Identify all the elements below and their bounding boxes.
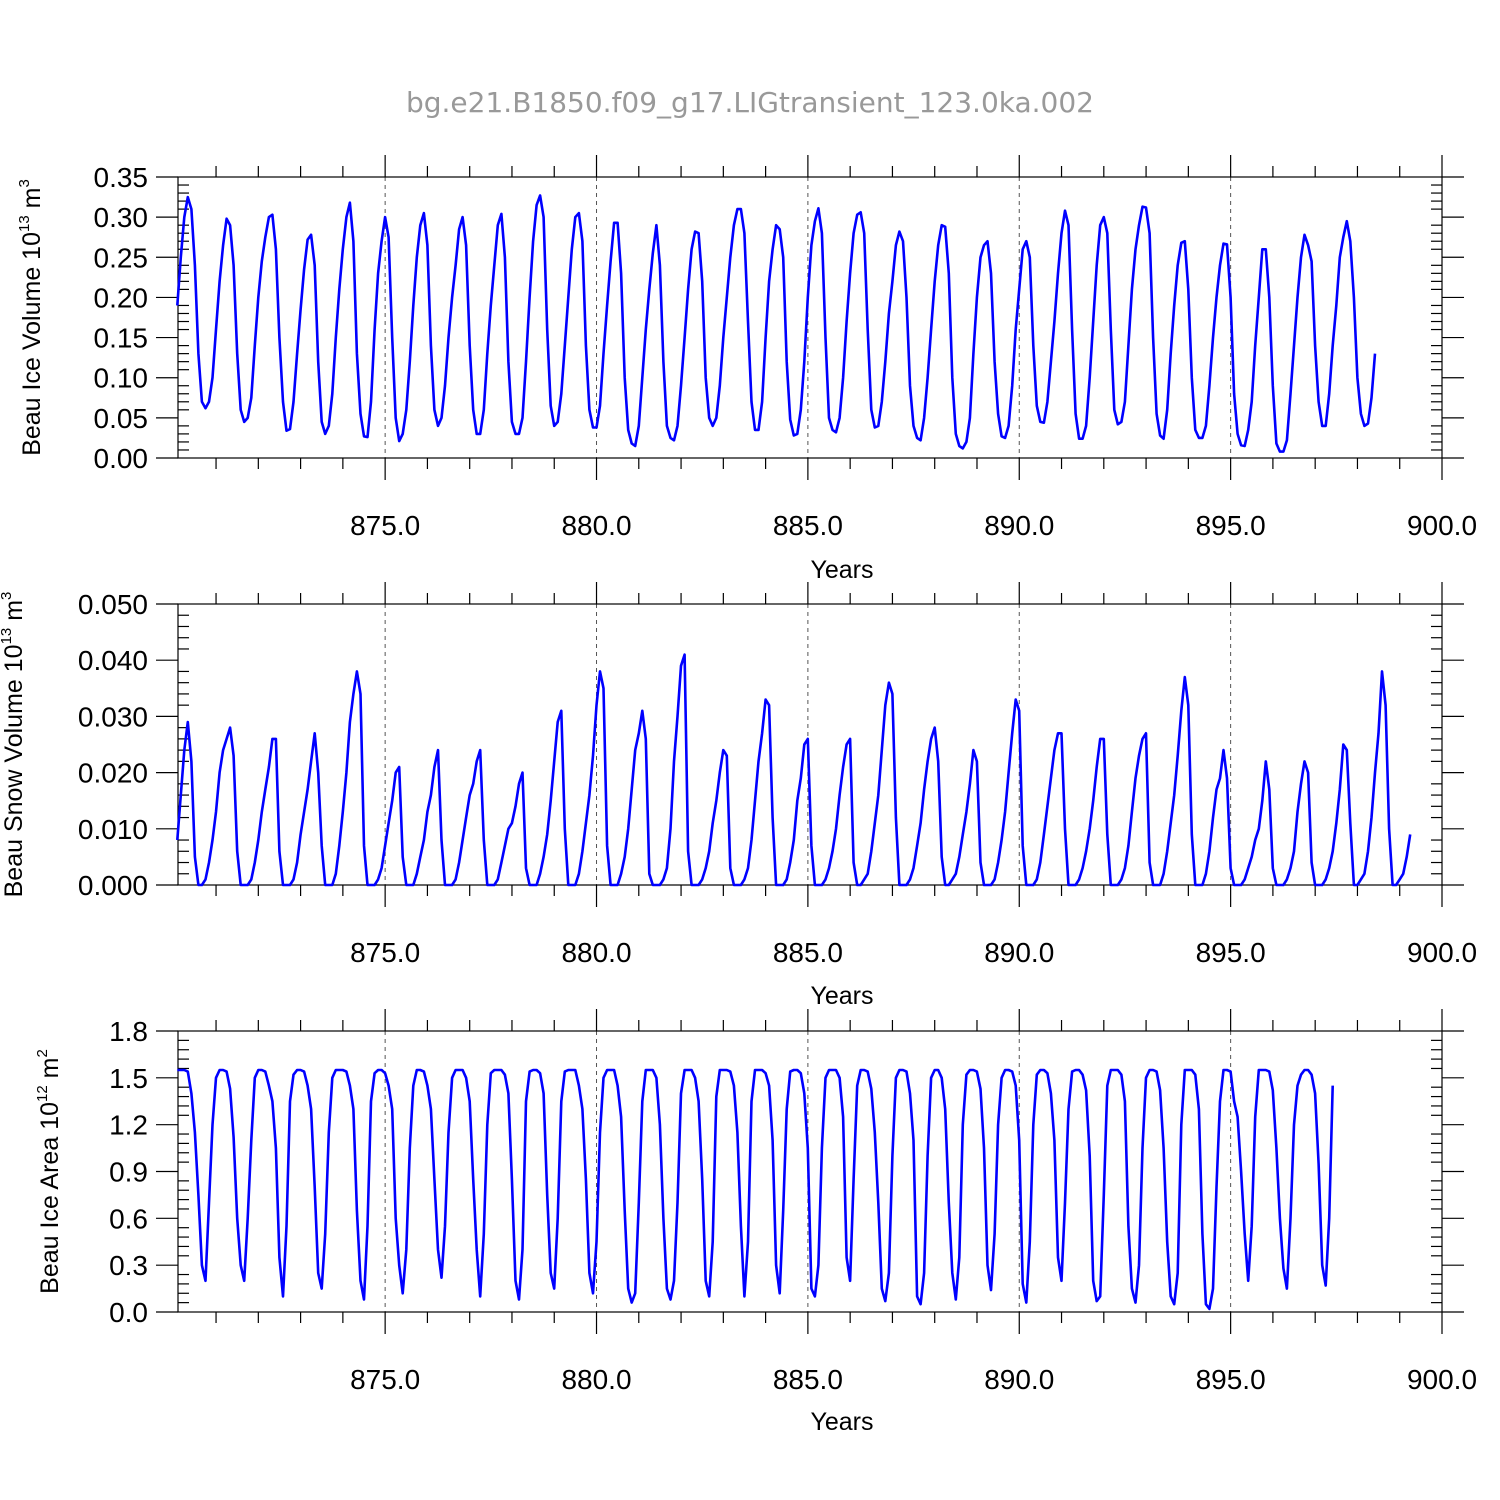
y-axis-label: Beau Snow Volume 1013 m3 <box>0 592 28 898</box>
x-tick-label: 880.0 <box>561 510 631 541</box>
plot-frame <box>177 603 1443 886</box>
y-tick-label: 0.00 <box>94 443 149 474</box>
y-tick-label: 0.35 <box>94 162 149 193</box>
snow-volume-panel: 875.0 880.0 885.0 890.0 895.0 900.0 0.000 0.010… <box>0 582 1477 1010</box>
x-tick-label: 875.0 <box>350 1364 420 1395</box>
y-tick-label: 1.2 <box>109 1110 148 1141</box>
x-axis-label: Years <box>810 1408 873 1436</box>
y-tick-label: 0.000 <box>78 870 148 901</box>
y-tick-label: 0.9 <box>109 1157 148 1188</box>
ice-volume-panel: 875.0 880.0 885.0 890.0 895.0 900.0 0.00 0.05 0.… <box>16 155 1477 584</box>
y-tick-label: 1.8 <box>109 1016 148 1047</box>
y-tick-label: 0.30 <box>94 202 149 233</box>
y-tick-label: 0.020 <box>78 758 148 789</box>
x-tick-label: 895.0 <box>1196 1364 1266 1395</box>
x-tick-label: 890.0 <box>984 1364 1054 1395</box>
y-tick-label: 0.040 <box>78 645 148 676</box>
y-tick-label: 0.0 <box>109 1297 148 1328</box>
x-tick-label: 890.0 <box>984 937 1054 968</box>
x-tick-label: 875.0 <box>350 937 420 968</box>
y-tick-label: 0.20 <box>94 282 149 313</box>
y-tick-label: 0.6 <box>109 1203 148 1234</box>
series-line <box>177 1068 1334 1311</box>
y-tick-label: 0.030 <box>78 701 148 732</box>
y-tick-label: 0.10 <box>94 363 149 394</box>
x-axis-label: Years <box>810 556 873 584</box>
x-tick-label: 885.0 <box>773 937 843 968</box>
y-tick-label: 0.010 <box>78 814 148 845</box>
y-axis-label: Beau Ice Area 1012 m2 <box>34 1049 64 1294</box>
series-line <box>176 194 1377 453</box>
x-tick-label: 900.0 <box>1407 937 1477 968</box>
x-axis-label: Years <box>810 982 873 1010</box>
figure-title: bg.e21.B1850.f09_g17.LIGtransient_123.0k… <box>406 86 1094 119</box>
x-tick-label: 880.0 <box>561 937 631 968</box>
x-tick-label: 885.0 <box>773 510 843 541</box>
y-tick-label: 0.3 <box>109 1250 148 1281</box>
x-tick-label: 895.0 <box>1196 937 1266 968</box>
y-tick-label: 0.05 <box>94 403 149 434</box>
x-tick-label: 885.0 <box>773 1364 843 1395</box>
y-tick-label: 0.050 <box>78 589 148 620</box>
x-tick-label: 900.0 <box>1407 1364 1477 1395</box>
y-tick-label: 0.25 <box>94 242 149 273</box>
x-tick-label: 890.0 <box>984 510 1054 541</box>
x-tick-label: 895.0 <box>1196 510 1266 541</box>
y-tick-label: 1.5 <box>109 1063 148 1094</box>
x-tick-label: 875.0 <box>350 510 420 541</box>
plot-frame <box>177 176 1443 459</box>
x-tick-label: 900.0 <box>1407 510 1477 541</box>
ice-area-panel: 875.0 880.0 885.0 890.0 895.0 900.0 0.0 0.3 0.6 0… <box>34 1009 1477 1436</box>
x-tick-label: 880.0 <box>561 1364 631 1395</box>
series-line <box>176 653 1412 887</box>
y-tick-label: 0.15 <box>94 323 149 354</box>
y-axis-label: Beau Ice Volume 1013 m3 <box>16 179 46 456</box>
